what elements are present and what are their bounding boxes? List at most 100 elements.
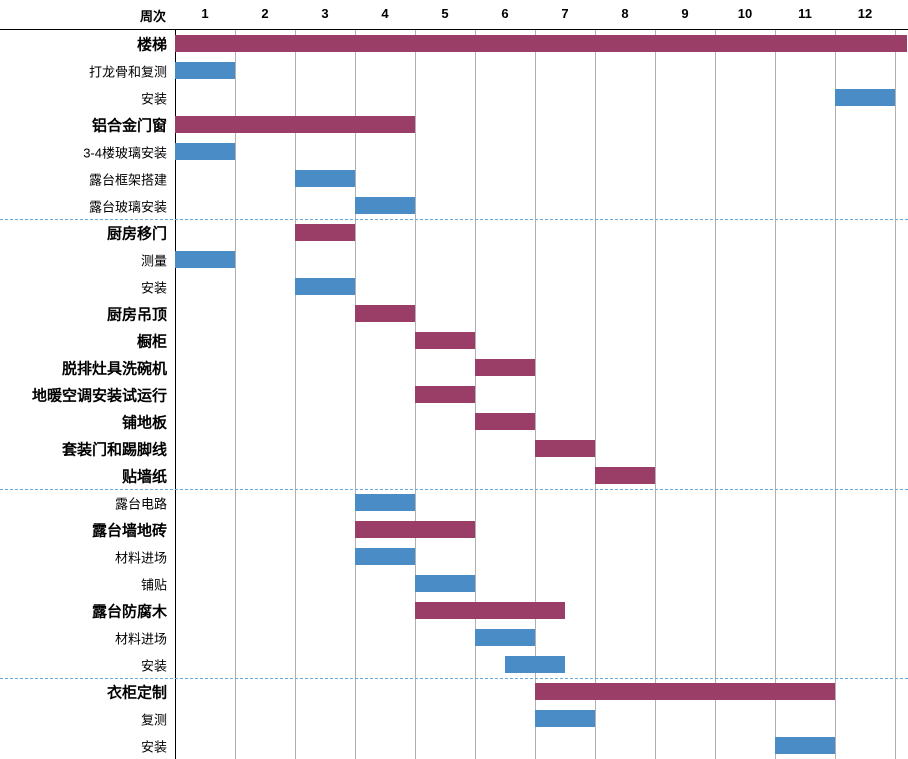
gantt-row: 安装 xyxy=(0,651,908,678)
gantt-row: 衣柜定制 xyxy=(0,678,908,705)
gantt-row: 脱排灶具洗碗机 xyxy=(0,354,908,381)
row-label-child: 3-4楼玻璃安装 xyxy=(0,142,175,161)
row-label-child: 安装 xyxy=(0,655,175,674)
bar-parent xyxy=(415,332,475,349)
gantt-row: 测量 xyxy=(0,246,908,273)
bar-parent xyxy=(595,467,655,484)
bar-parent xyxy=(415,602,565,619)
bar-parent xyxy=(415,386,475,403)
bar-child xyxy=(535,710,595,727)
bar-child xyxy=(175,62,235,79)
bar-child xyxy=(475,629,535,646)
bar-parent xyxy=(535,683,835,700)
row-label-child: 安装 xyxy=(0,88,175,107)
bar-child xyxy=(295,170,355,187)
week-tick: 11 xyxy=(798,6,812,21)
week-tick: 5 xyxy=(441,6,448,21)
gantt-row: 复测 xyxy=(0,705,908,732)
row-label-child: 材料进场 xyxy=(0,547,175,566)
bar-parent xyxy=(295,224,355,241)
week-tick: 9 xyxy=(681,6,688,21)
bar-child xyxy=(355,548,415,565)
gantt-row: 楼梯 xyxy=(0,30,908,57)
week-tick: 4 xyxy=(381,6,388,21)
gantt-row: 露台玻璃安装 xyxy=(0,192,908,219)
row-label-child: 安装 xyxy=(0,277,175,296)
row-label-child: 复测 xyxy=(0,709,175,728)
row-label-parent: 贴墙纸 xyxy=(0,465,175,486)
gantt-row: 露台防腐木 xyxy=(0,597,908,624)
row-label-parent: 露台墙地砖 xyxy=(0,519,175,540)
week-tick: 10 xyxy=(738,6,752,21)
gantt-row: 地暖空调安装试运行 xyxy=(0,381,908,408)
gantt-row: 打龙骨和复测 xyxy=(0,57,908,84)
row-label-parent: 露台防腐木 xyxy=(0,600,175,621)
row-label-child: 安装 xyxy=(0,736,175,755)
gantt-row: 橱柜 xyxy=(0,327,908,354)
gantt-row: 安装 xyxy=(0,273,908,300)
row-label-parent: 脱排灶具洗碗机 xyxy=(0,357,175,378)
group-divider xyxy=(0,678,908,679)
header-row: 周次 123456789101112 xyxy=(0,0,908,30)
bar-parent xyxy=(355,521,475,538)
gantt-row: 铺地板 xyxy=(0,408,908,435)
bar-child xyxy=(355,494,415,511)
gantt-row: 厨房移门 xyxy=(0,219,908,246)
gantt-row: 套装门和踢脚线 xyxy=(0,435,908,462)
row-label-child: 材料进场 xyxy=(0,628,175,647)
gantt-row: 露台电路 xyxy=(0,489,908,516)
row-label-parent: 铝合金门窗 xyxy=(0,114,175,135)
gantt-row: 贴墙纸 xyxy=(0,462,908,489)
bar-child xyxy=(175,143,235,160)
gantt-rows: 楼梯打龙骨和复测安装铝合金门窗3-4楼玻璃安装露台框架搭建露台玻璃安装厨房移门测… xyxy=(0,30,908,759)
gantt-row: 安装 xyxy=(0,732,908,759)
week-tick: 12 xyxy=(858,6,872,21)
bar-child xyxy=(415,575,475,592)
row-label-child: 打龙骨和复测 xyxy=(0,61,175,80)
bar-parent xyxy=(475,413,535,430)
week-tick: 6 xyxy=(501,6,508,21)
group-divider xyxy=(0,219,908,220)
gantt-row: 铝合金门窗 xyxy=(0,111,908,138)
bar-child xyxy=(295,278,355,295)
row-label-parent: 厨房移门 xyxy=(0,222,175,243)
bar-child xyxy=(505,656,565,673)
gantt-row: 铺贴 xyxy=(0,570,908,597)
gantt-row: 材料进场 xyxy=(0,624,908,651)
row-label-parent: 楼梯 xyxy=(0,33,175,54)
row-label-parent: 厨房吊顶 xyxy=(0,303,175,324)
bar-child xyxy=(835,89,895,106)
bar-parent xyxy=(355,305,415,322)
row-label-child: 露台框架搭建 xyxy=(0,169,175,188)
row-label-parent: 铺地板 xyxy=(0,411,175,432)
row-label-parent: 地暖空调安装试运行 xyxy=(0,384,175,405)
bar-parent xyxy=(175,35,907,52)
gantt-row: 安装 xyxy=(0,84,908,111)
group-divider xyxy=(0,489,908,490)
row-label-parent: 衣柜定制 xyxy=(0,681,175,702)
gantt-row: 3-4楼玻璃安装 xyxy=(0,138,908,165)
bar-child xyxy=(355,197,415,214)
week-tick: 7 xyxy=(561,6,568,21)
row-label-child: 铺贴 xyxy=(0,574,175,593)
row-label-child: 露台玻璃安装 xyxy=(0,196,175,215)
week-tick: 3 xyxy=(321,6,328,21)
row-label-parent: 套装门和踢脚线 xyxy=(0,438,175,459)
gantt-chart: 周次 123456789101112 楼梯打龙骨和复测安装铝合金门窗3-4楼玻璃… xyxy=(0,0,908,716)
bar-parent xyxy=(175,116,415,133)
header-label: 周次 xyxy=(140,6,166,25)
gantt-row: 露台墙地砖 xyxy=(0,516,908,543)
bar-parent xyxy=(535,440,595,457)
bar-child xyxy=(775,737,835,754)
row-label-child: 测量 xyxy=(0,250,175,269)
gantt-row: 露台框架搭建 xyxy=(0,165,908,192)
gantt-row: 材料进场 xyxy=(0,543,908,570)
bar-child xyxy=(175,251,235,268)
row-label-parent: 橱柜 xyxy=(0,330,175,351)
gantt-row: 厨房吊顶 xyxy=(0,300,908,327)
row-label-child: 露台电路 xyxy=(0,493,175,512)
bar-parent xyxy=(475,359,535,376)
week-tick: 2 xyxy=(261,6,268,21)
week-tick: 1 xyxy=(201,6,208,21)
week-tick: 8 xyxy=(621,6,628,21)
